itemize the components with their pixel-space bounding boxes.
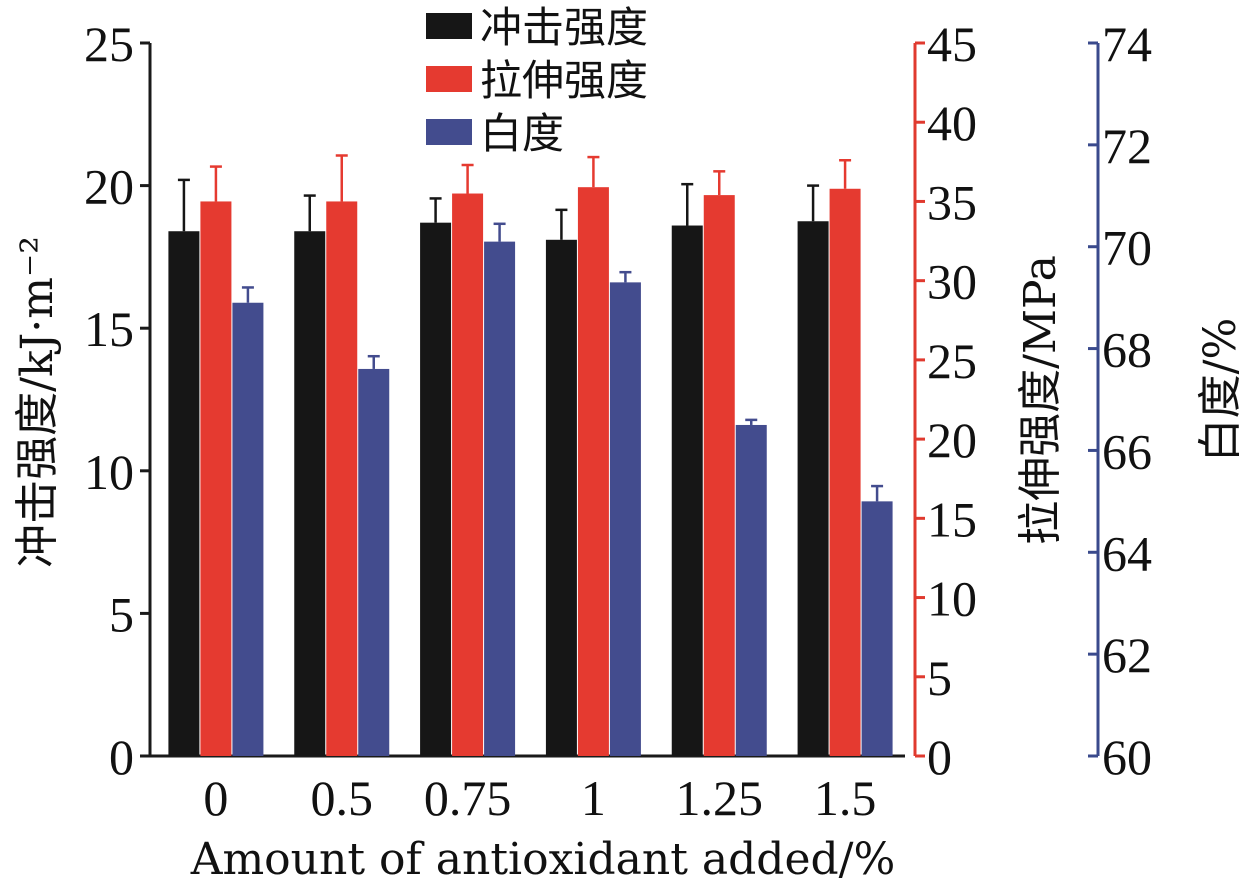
legend-label-1: 拉伸强度 bbox=[480, 56, 648, 105]
y-axis-right1-tick-label: 0 bbox=[927, 729, 952, 785]
y-axis-right1-tick-label: 5 bbox=[927, 650, 952, 706]
x-axis-tick-label: 1.5 bbox=[814, 770, 877, 826]
bar-2 bbox=[735, 424, 767, 756]
y-axis-right2-tick-label: 68 bbox=[1102, 322, 1152, 378]
y-axis-left-tick-label: 0 bbox=[109, 729, 134, 785]
y-axis-right2-tick-label: 60 bbox=[1102, 729, 1152, 785]
x-axis-tick-label: 0.5 bbox=[311, 770, 374, 826]
bar-1 bbox=[703, 195, 735, 756]
axes-layer: 0510152025051015202530354045606264666870… bbox=[84, 16, 1152, 826]
x-axis-tick-label: 0.75 bbox=[424, 770, 512, 826]
bar-0 bbox=[671, 225, 703, 756]
bar-2 bbox=[609, 282, 641, 756]
x-axis-title: Amount of antioxidant added/% bbox=[190, 834, 896, 884]
y-axis-left-tick-label: 15 bbox=[84, 301, 134, 357]
y-axis-right2-tick-label: 62 bbox=[1102, 627, 1152, 683]
y-axis-right2-tick-label: 64 bbox=[1102, 525, 1152, 581]
y-axis-right2-tick-label: 74 bbox=[1102, 16, 1152, 72]
y-axis-right1-tick-label: 40 bbox=[927, 95, 977, 151]
bar-1 bbox=[200, 201, 232, 756]
bar-1 bbox=[829, 188, 861, 756]
bar-0 bbox=[797, 221, 829, 756]
bar-2 bbox=[232, 302, 264, 756]
legend-swatch-0 bbox=[426, 13, 472, 39]
y-axis-right1-tick-label: 25 bbox=[927, 333, 977, 389]
bar-0 bbox=[545, 239, 577, 757]
bar-1 bbox=[326, 201, 358, 756]
y-axis-left-title: 冲击强度/kJ·m⁻² bbox=[12, 236, 63, 568]
y-axis-left-tick-label: 25 bbox=[84, 16, 134, 72]
legend-swatch-2 bbox=[426, 119, 472, 145]
x-axis-tick-label: 1 bbox=[581, 770, 606, 826]
bar-0 bbox=[420, 222, 452, 756]
y-axis-right2-tick-label: 72 bbox=[1102, 118, 1152, 174]
bar-0 bbox=[168, 231, 200, 756]
bar-2 bbox=[861, 501, 893, 756]
bar-2 bbox=[484, 241, 516, 756]
y-axis-left-tick-label: 10 bbox=[84, 444, 134, 500]
y-axis-right2-tick-label: 66 bbox=[1102, 423, 1152, 479]
bar-1 bbox=[577, 187, 609, 756]
bars-layer bbox=[168, 154, 893, 757]
legend-label-0: 冲击强度 bbox=[480, 3, 648, 52]
y-axis-right2-title: 白度/% bbox=[1195, 318, 1245, 463]
y-axis-right1-tick-label: 45 bbox=[927, 16, 977, 72]
x-axis-tick-label: 0 bbox=[203, 770, 228, 826]
legend-swatch-1 bbox=[426, 66, 472, 92]
y-axis-right2-tick-label: 70 bbox=[1102, 220, 1152, 276]
bar-2 bbox=[358, 368, 390, 756]
y-axis-left-tick-label: 20 bbox=[84, 159, 134, 215]
x-axis-tick-label: 1.25 bbox=[676, 770, 764, 826]
y-axis-right1-tick-label: 30 bbox=[927, 254, 977, 310]
bar-0 bbox=[294, 231, 326, 756]
y-axis-right1-tick-label: 20 bbox=[927, 412, 977, 468]
bar-1 bbox=[452, 193, 484, 756]
y-axis-right1-tick-label: 10 bbox=[927, 571, 977, 627]
y-axis-right1-title: 拉伸强度/MPa bbox=[1015, 255, 1066, 545]
y-axis-right1-tick-label: 15 bbox=[927, 491, 977, 547]
legend-label-2: 白度 bbox=[480, 109, 564, 158]
y-axis-left-tick-label: 5 bbox=[109, 586, 134, 642]
y-axis-right1-tick-label: 35 bbox=[927, 174, 977, 230]
